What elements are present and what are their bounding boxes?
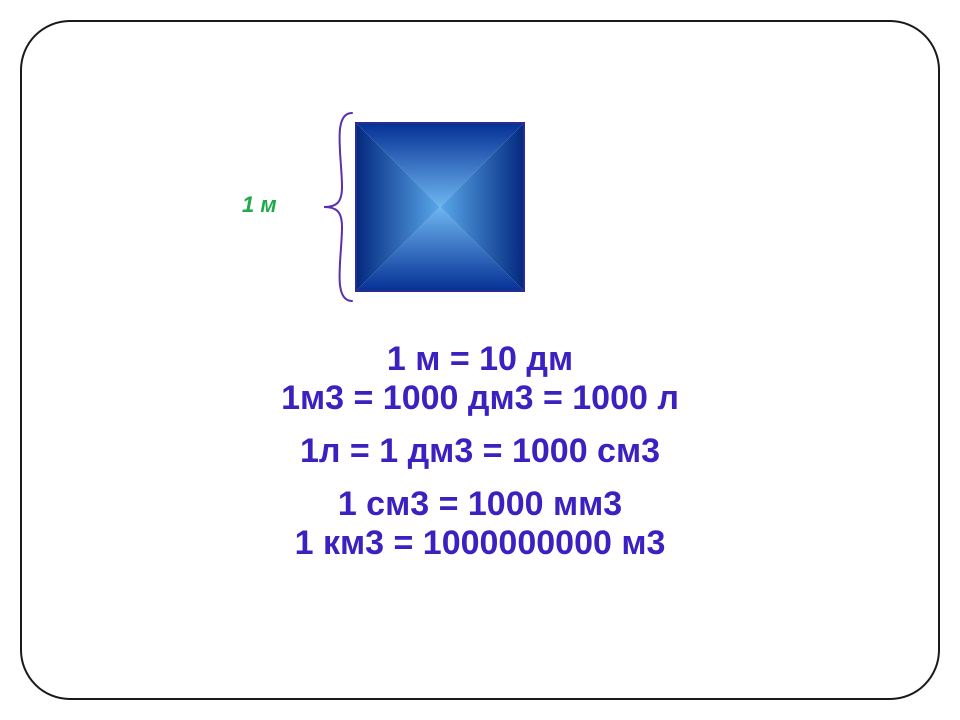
eq-line-4: 1 см3 = 1000 мм3 [22,485,938,524]
cube-side-label: 1 м [242,192,277,218]
cube-diagram: 1 м [242,107,542,307]
eq-line-1: 1 м = 10 дм [22,340,938,379]
equations-block: 1 м = 10 дм 1м3 = 1000 дм3 = 1000 л 1л =… [22,340,938,563]
unit-cube [355,122,525,292]
brace-icon [302,107,362,307]
eq-line-3: 1л = 1 дм3 = 1000 см3 [22,432,938,471]
slide-frame: 1 м [20,20,940,700]
brace-path [324,113,352,301]
cube-face [357,124,523,290]
eq-line-2: 1м3 = 1000 дм3 = 1000 л [22,379,938,418]
eq-line-5: 1 км3 = 1000000000 м3 [22,524,938,563]
